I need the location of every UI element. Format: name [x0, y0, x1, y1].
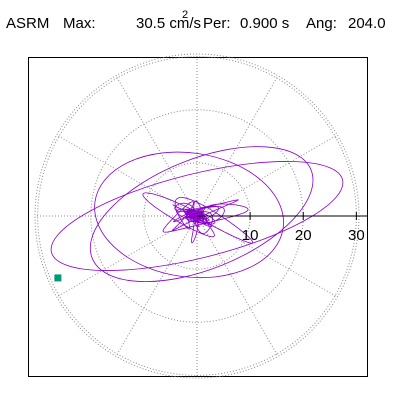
header-bar: ASRM Max: 30.5 cm/s 2 Per: 0.900 s Ang: … — [0, 9, 400, 37]
max-label: Max: — [63, 15, 96, 32]
orbit-loop — [94, 151, 284, 279]
grid-spoke — [196, 215, 279, 357]
orbit-loop — [50, 161, 344, 271]
record-title: ASRM — [6, 15, 50, 32]
grid-spoke — [115, 75, 198, 217]
max-unit-superscript: 2 — [182, 9, 189, 21]
radial-tick-label: 20 — [295, 227, 312, 244]
max-point-marker — [54, 274, 62, 282]
max-value: 30.5 cm/s — [136, 15, 202, 32]
plot-frame — [28, 57, 368, 377]
grid-spoke — [196, 134, 338, 217]
max-marker-group — [54, 274, 62, 282]
radial-tick-label: 10 — [242, 227, 259, 244]
period-label: Per: — [203, 15, 231, 32]
radial-axis: 10 20 30 — [197, 212, 368, 244]
orbit-trace-group — [50, 146, 344, 283]
grid-spoke — [56, 134, 198, 217]
radial-tick-label: 30 — [348, 227, 365, 244]
orbit-trace — [142, 192, 253, 244]
angle-value: 204.0 — [348, 15, 386, 32]
grid-spoke — [196, 75, 279, 217]
angle-label: Ang: — [306, 15, 337, 32]
orbit-loop — [89, 146, 314, 283]
grid-spoke — [115, 215, 198, 357]
period-value: 0.900 s — [240, 15, 290, 32]
